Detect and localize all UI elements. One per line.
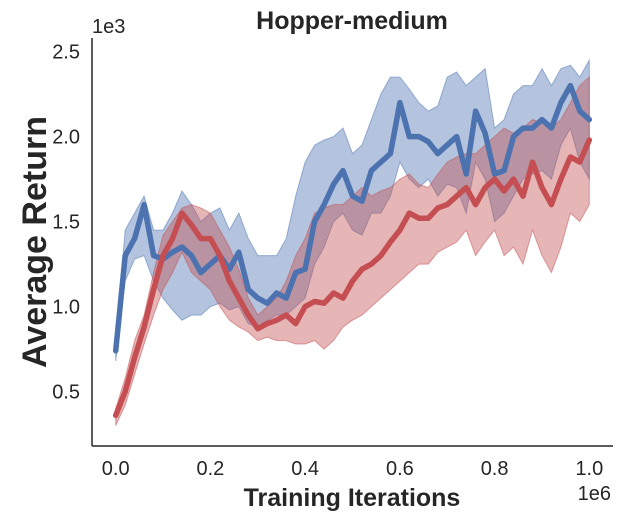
x-tick-label: 0.4 — [291, 458, 319, 480]
x-tick-label: 0.2 — [196, 458, 224, 480]
y-tick-label: 2.5 — [52, 42, 80, 64]
x-tick-label: 0.6 — [386, 458, 414, 480]
y-axis-title: Average Return — [16, 116, 54, 368]
y-tick-labels: 0.5 1.0 1.5 2.0 2.5 — [52, 42, 80, 404]
x-tick-label: 0.0 — [102, 458, 130, 480]
chart-title: Hopper-medium — [256, 7, 448, 35]
y-tick-label: 0.5 — [52, 382, 80, 404]
x-tick-labels: 0.0 0.2 0.4 0.6 0.8 1.0 — [102, 458, 603, 480]
series-2-line — [112, 137, 593, 419]
y-axis-multiplier: 1e3 — [92, 16, 125, 38]
x-axis-multiplier: 1e6 — [578, 483, 611, 505]
y-tick-label: 1.0 — [52, 297, 80, 319]
x-axis-title: Training Iterations — [244, 484, 461, 512]
confidence-bands — [115, 58, 590, 426]
y-tick-label: 2.0 — [52, 127, 80, 149]
x-tick-label: 1.0 — [575, 458, 603, 480]
y-tick-label: 1.5 — [52, 212, 80, 234]
x-tick-label: 0.8 — [481, 458, 509, 480]
series-2-band — [115, 75, 590, 426]
series-1-line — [112, 82, 593, 354]
series-lines — [112, 82, 593, 419]
